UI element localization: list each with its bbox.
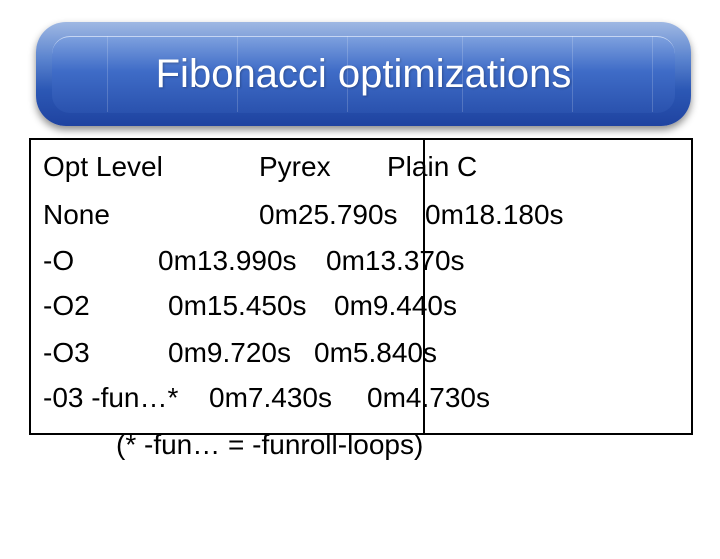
- row-opt-level: -O2: [43, 290, 90, 321]
- footnote-text: (* -fun… = -funroll-loops): [116, 429, 424, 460]
- row-opt-level: -O: [43, 245, 75, 276]
- header-pyrex: Pyrex: [259, 151, 331, 182]
- row-plain-c-time: 0m4.730s: [367, 382, 490, 413]
- row-pyrex-time: 0m9.720s: [168, 337, 291, 368]
- title-banner-texture: [52, 36, 675, 112]
- title-banner-inner: [52, 36, 675, 113]
- header-plain-c: Plain C: [387, 151, 478, 182]
- table-row: -O2 0m15.450s 0m9.440s: [0, 283, 457, 329]
- row-opt-level: -03 -fun…*: [43, 382, 179, 413]
- header-opt-level: Opt Level: [43, 151, 163, 182]
- column-divider: [423, 138, 425, 433]
- row-opt-level: None: [43, 199, 110, 230]
- row-plain-c-time: 0m13.370s: [326, 245, 465, 276]
- table-row: -O 0m13.990s 0m13.370s: [0, 238, 465, 284]
- row-pyrex-time: 0m13.990s: [158, 245, 297, 276]
- table-row: -03 -fun…* 0m7.430s 0m4.730s: [0, 375, 490, 421]
- row-plain-c-time: 0m18.180s: [425, 199, 564, 230]
- table-header-row: Opt Level Pyrex Plain C: [0, 144, 477, 190]
- slide-title: Fibonacci optimizations: [155, 52, 572, 96]
- row-opt-level: -O3: [43, 337, 90, 368]
- table-row: -O3 0m9.720s 0m5.840s: [0, 330, 437, 376]
- row-pyrex-time: 0m25.790s: [259, 199, 398, 230]
- table-row: None 0m25.790s 0m18.180s: [0, 192, 564, 238]
- row-pyrex-time: 0m15.450s: [168, 290, 307, 321]
- row-pyrex-time: 0m7.430s: [209, 382, 332, 413]
- footnote: (* -fun… = -funroll-loops): [0, 422, 423, 468]
- row-plain-c-time: 0m5.840s: [314, 337, 437, 368]
- timing-table-box: [29, 138, 693, 435]
- row-plain-c-time: 0m9.440s: [334, 290, 457, 321]
